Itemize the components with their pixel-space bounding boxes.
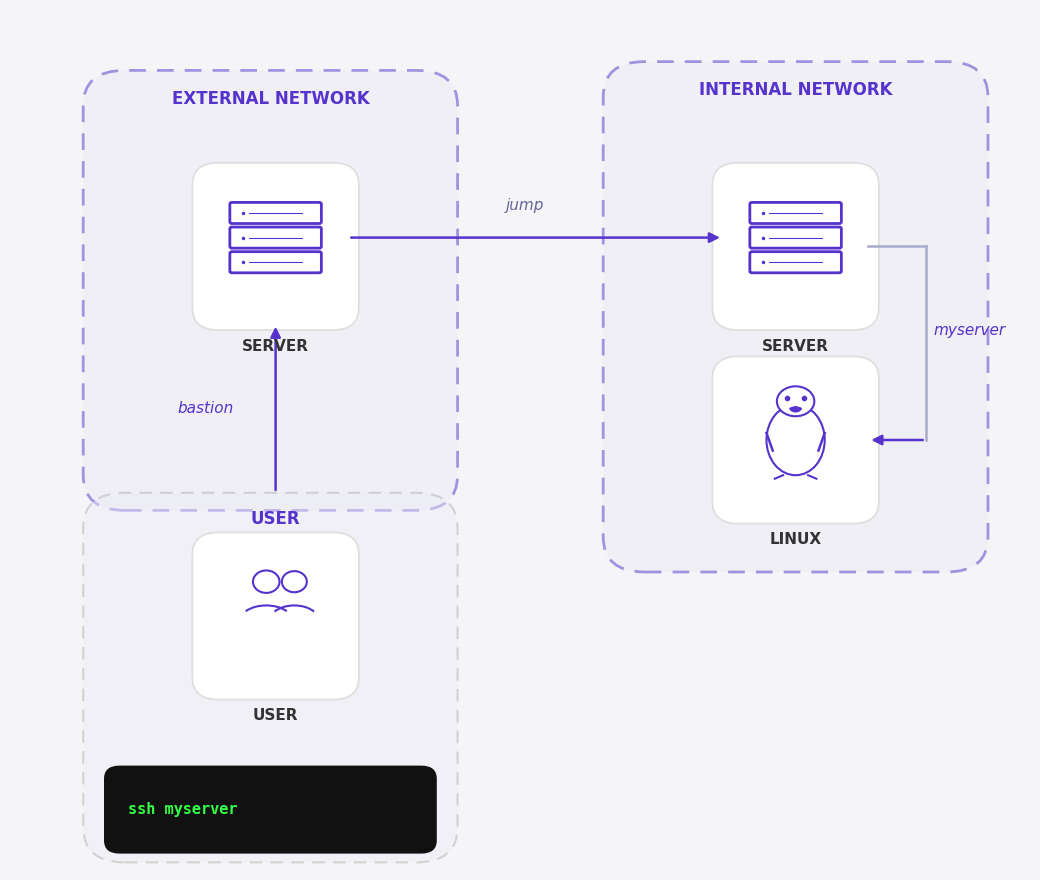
Text: SERVER: SERVER [762,339,829,354]
FancyBboxPatch shape [192,532,359,700]
Text: bastion: bastion [178,400,234,416]
Text: USER: USER [251,510,301,528]
Text: SERVER: SERVER [242,339,309,354]
Ellipse shape [766,405,825,475]
Text: myserver: myserver [934,322,1006,338]
FancyBboxPatch shape [712,356,879,524]
Ellipse shape [777,386,814,416]
Ellipse shape [282,571,307,592]
FancyBboxPatch shape [712,163,879,330]
Text: USER: USER [253,708,298,723]
FancyBboxPatch shape [750,227,841,248]
FancyBboxPatch shape [83,70,458,510]
FancyBboxPatch shape [104,766,437,854]
Wedge shape [789,407,802,412]
Text: EXTERNAL NETWORK: EXTERNAL NETWORK [172,90,369,107]
Text: LINUX: LINUX [770,532,822,547]
FancyBboxPatch shape [750,202,841,224]
FancyBboxPatch shape [230,252,321,273]
FancyBboxPatch shape [83,493,458,862]
Text: jump: jump [506,198,544,213]
FancyBboxPatch shape [192,163,359,330]
Text: ssh myserver: ssh myserver [128,802,237,818]
FancyBboxPatch shape [230,202,321,224]
FancyBboxPatch shape [750,252,841,273]
Ellipse shape [253,570,280,593]
Text: INTERNAL NETWORK: INTERNAL NETWORK [699,81,892,99]
FancyBboxPatch shape [230,227,321,248]
FancyBboxPatch shape [603,62,988,572]
